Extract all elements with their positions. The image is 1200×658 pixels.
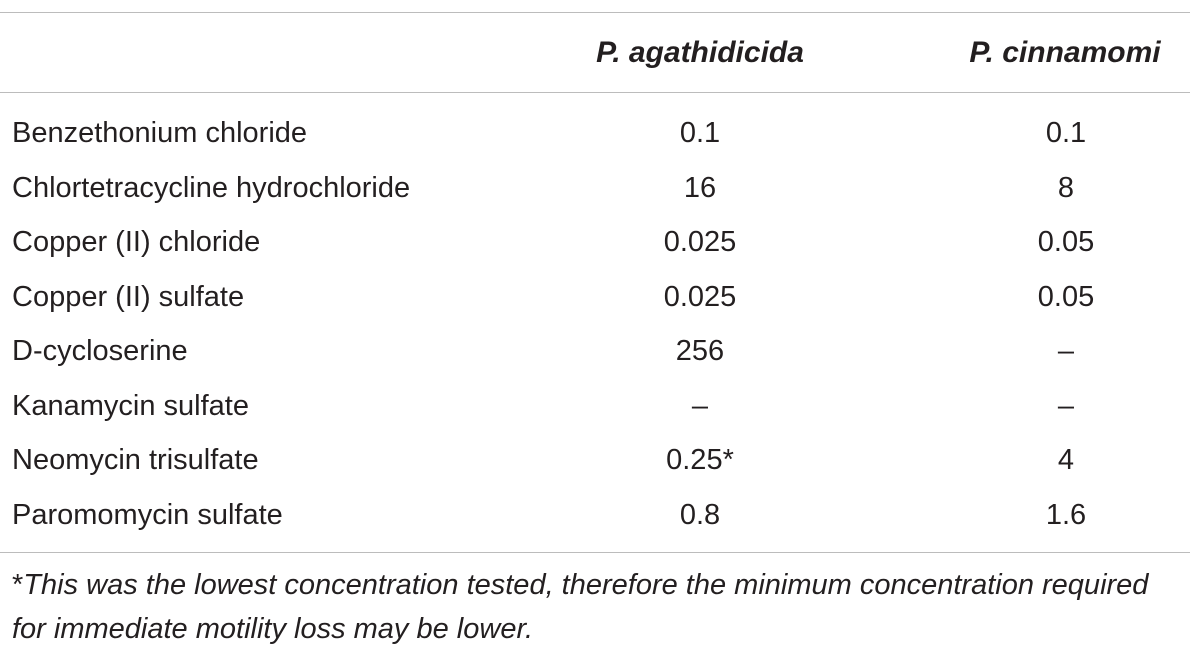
table-row: Copper (II) sulfate 0.025 0.05: [0, 270, 1190, 325]
compound-name: Benzethonium chloride: [12, 117, 308, 149]
compound-name: D-cycloserine: [12, 335, 188, 367]
compound-name: Copper (II) sulfate: [12, 280, 245, 313]
table-row: D-cycloserine 256 –: [0, 324, 1190, 379]
table-row: Paromomycin sulfate 0.8 1.6: [0, 488, 1190, 543]
table-header-row: P. agathidicida P. cinnamomi: [0, 28, 1190, 78]
p-agathidicida-value: 0.25*: [666, 444, 734, 476]
table-footnote: *This was the lowest concentration teste…: [12, 563, 1187, 651]
p-agathidicida-value: 0.8: [679, 498, 721, 531]
compound-name: Paromomycin sulfate: [12, 498, 283, 531]
table-body: Benzethonium chloride 0.1 0.1 Chlortetra…: [0, 106, 1190, 542]
p-cinnamomi-value: –: [1057, 389, 1075, 422]
table-header-rule: [0, 92, 1190, 93]
p-cinnamomi-value: 0.1: [1045, 117, 1087, 149]
column-header-p-cinnamomi: P. cinnamomi: [969, 36, 1161, 69]
p-cinnamomi-value: 4: [1057, 444, 1075, 476]
p-cinnamomi-value: 8: [1057, 171, 1075, 204]
table-row: Copper (II) chloride 0.025 0.05: [0, 215, 1190, 270]
table-row: Benzethonium chloride 0.1 0.1: [0, 106, 1190, 161]
p-agathidicida-value: –: [691, 389, 709, 422]
p-cinnamomi-value: –: [1057, 335, 1075, 367]
table-bottom-rule: [0, 552, 1190, 553]
p-agathidicida-value: 256: [675, 335, 725, 367]
footnote-mark: *: [12, 569, 24, 601]
compound-name: Chlortetracycline hydrochloride: [12, 171, 411, 204]
table-top-rule: [0, 12, 1190, 13]
compound-name: Neomycin trisulfate: [12, 444, 259, 476]
p-cinnamomi-value: 0.05: [1037, 280, 1095, 313]
p-agathidicida-value: 0.1: [679, 117, 721, 149]
compound-name: Copper (II) chloride: [12, 226, 261, 258]
stereo-prefix: D: [12, 335, 33, 367]
p-agathidicida-value: 0.025: [663, 280, 737, 313]
p-cinnamomi-value: 1.6: [1045, 498, 1087, 531]
footnote-text: This was the lowest concentration tested…: [12, 569, 1149, 645]
compound-name: Kanamycin sulfate: [12, 389, 249, 422]
table-row: Neomycin trisulfate 0.25* 4: [0, 433, 1190, 488]
table-row: Kanamycin sulfate – –: [0, 379, 1190, 434]
column-header-p-agathidicida: P. agathidicida: [596, 36, 804, 69]
p-agathidicida-value: 0.025: [663, 226, 737, 258]
table-row: Chlortetracycline hydrochloride 16 8: [0, 161, 1190, 216]
p-agathidicida-value: 16: [683, 171, 717, 204]
p-cinnamomi-value: 0.05: [1037, 226, 1095, 258]
